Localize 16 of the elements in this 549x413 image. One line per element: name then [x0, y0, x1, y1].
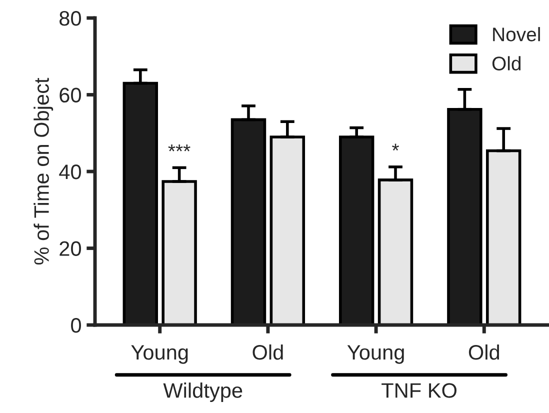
- y-tick-label: 60: [60, 88, 81, 103]
- legend-label: Old: [492, 56, 521, 70]
- text: TNF KO: [382, 383, 456, 398]
- y-tick-label: 80: [60, 11, 81, 26]
- x-tick-label: Old: [468, 344, 500, 360]
- annotation: *: [392, 144, 399, 151]
- x-tick-label: Old: [252, 344, 283, 360]
- y-tick-label: 20: [60, 241, 81, 256]
- y-tick-label: 40: [59, 164, 81, 180]
- annotation: ***: [168, 144, 190, 152]
- x-tick-label: Young: [347, 345, 404, 364]
- x-tick-label: Young: [131, 345, 188, 364]
- legend-label: Novel: [493, 27, 540, 42]
- text: Wildtype: [163, 382, 242, 402]
- y-axis-title: % of Time on Object: [34, 78, 54, 265]
- y-tick-label: 0: [71, 318, 81, 333]
